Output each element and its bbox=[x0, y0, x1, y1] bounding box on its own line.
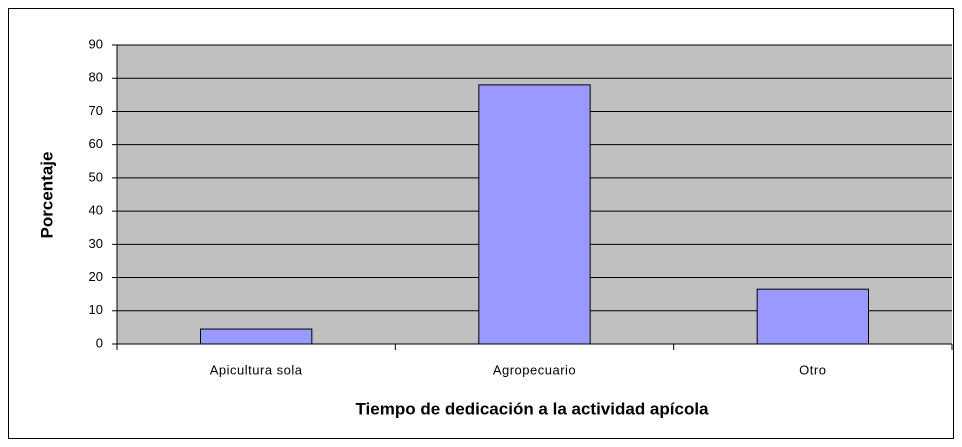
x-axis-title: Tiempo de dedicación a la actividad apíc… bbox=[355, 399, 709, 418]
y-tick-label: 30 bbox=[89, 236, 103, 251]
x-tick-label: Otro bbox=[799, 362, 826, 377]
y-tick-label: 80 bbox=[89, 70, 103, 85]
y-tick-label: 70 bbox=[89, 103, 103, 118]
y-tick-label: 40 bbox=[89, 203, 103, 218]
y-tick-label: 50 bbox=[89, 169, 103, 184]
bar bbox=[200, 328, 313, 345]
y-tick-label: 10 bbox=[89, 302, 103, 317]
y-axis-title: Porcentaje bbox=[37, 152, 56, 239]
y-tick-label: 20 bbox=[89, 269, 103, 284]
bar bbox=[756, 288, 870, 345]
x-tick-label: Apicultura sola bbox=[210, 362, 303, 377]
x-tick-label: Agropecuario bbox=[493, 362, 576, 377]
bar bbox=[478, 84, 591, 345]
y-tick-label: 0 bbox=[96, 335, 103, 350]
y-tick-label: 60 bbox=[89, 136, 103, 151]
y-tick-label: 90 bbox=[89, 36, 103, 51]
